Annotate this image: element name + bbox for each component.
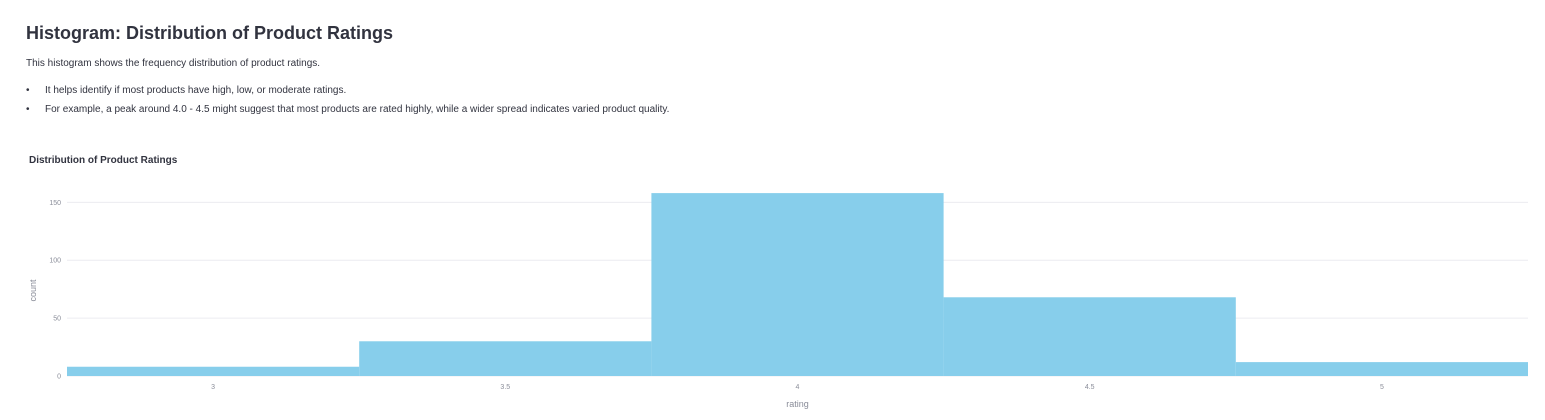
x-tick-labels: 3 3.5 4 4.5 5: [211, 384, 1384, 391]
bullet-item: It helps identify if most products have …: [26, 84, 669, 98]
histogram-bar[interactable]: [943, 297, 1236, 376]
histogram-svg[interactable]: Distribution of Product Ratings 0 50 100 15…: [0, 145, 1545, 420]
histogram-bar[interactable]: [67, 366, 360, 376]
x-tick-label: 5: [1380, 384, 1384, 391]
histogram-bar[interactable]: [1235, 362, 1528, 376]
histogram-bar[interactable]: [651, 193, 944, 376]
bars[interactable]: [67, 193, 1528, 376]
chart-title: Distribution of Product Ratings: [29, 155, 178, 166]
x-tick-label: 4: [796, 384, 800, 391]
bullet-list: It helps identify if most products have …: [26, 84, 669, 122]
histogram-chart[interactable]: Distribution of Product Ratings 0 50 100 15…: [0, 145, 1545, 420]
y-tick-label: 100: [49, 258, 61, 265]
y-tick-labels: 0 50 100 150: [49, 200, 61, 381]
y-tick-label: 0: [57, 374, 61, 381]
page-title: Histogram: Distribution of Product Ratin…: [26, 23, 393, 43]
x-axis-label: rating: [786, 399, 809, 409]
x-tick-label: 4.5: [1085, 384, 1095, 391]
y-axis-label: count: [28, 279, 38, 302]
y-tick-label: 150: [49, 200, 61, 207]
x-tick-label: 3: [211, 384, 215, 391]
histogram-bar[interactable]: [359, 341, 652, 376]
x-tick-label: 3.5: [500, 384, 510, 391]
intro-text: This histogram shows the frequency distr…: [26, 58, 321, 69]
y-tick-label: 50: [53, 316, 61, 323]
bullet-item: For example, a peak around 4.0 - 4.5 mig…: [26, 103, 669, 117]
